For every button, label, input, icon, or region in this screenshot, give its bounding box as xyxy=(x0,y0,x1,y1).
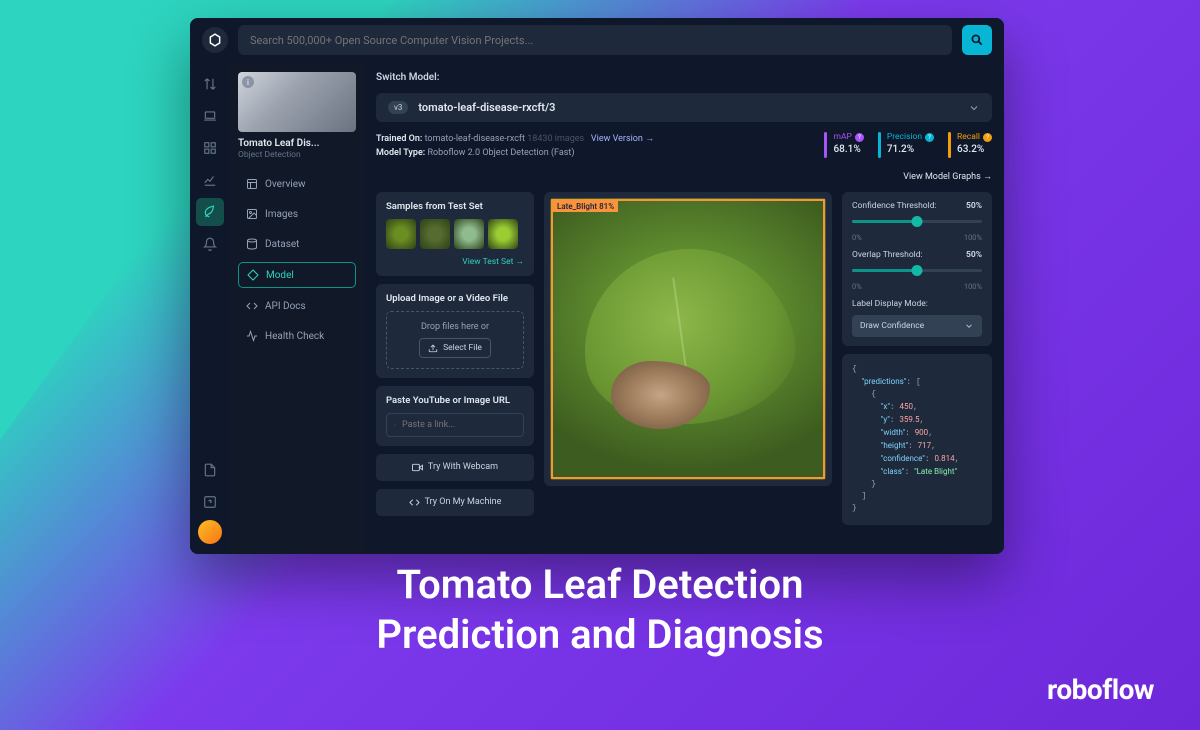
json-output[interactable]: { "predictions": [ { "x": 450, "y": 359.… xyxy=(842,354,992,525)
preview-panel: Late_Blight 81% xyxy=(544,192,832,486)
sample-thumb[interactable] xyxy=(386,219,416,249)
sample-thumb[interactable] xyxy=(420,219,450,249)
thresholds-panel: Confidence Threshold:50% 0%100% Overlap … xyxy=(842,192,992,346)
project-title: Tomato Leaf Dis... xyxy=(238,138,356,149)
upload-panel: Upload Image or a Video File Drop files … xyxy=(376,284,534,378)
logo-icon[interactable] xyxy=(202,27,228,53)
content-area: Switch Model: v3 tomato-leaf-disease-rxc… xyxy=(364,62,1004,554)
sample-thumb[interactable] xyxy=(488,219,518,249)
confidence-slider[interactable] xyxy=(852,215,982,229)
bbox-label: Late_Blight 81% xyxy=(553,201,618,212)
search-button[interactable] xyxy=(962,25,992,55)
info-icon[interactable]: i xyxy=(242,76,254,88)
headline: Tomato Leaf Detection Prediction and Dia… xyxy=(0,560,1200,660)
chevron-down-icon xyxy=(968,102,980,114)
search-input-wrapper[interactable] xyxy=(238,25,952,55)
machine-button[interactable]: Try On My Machine xyxy=(376,489,534,516)
nav-dataset[interactable]: Dataset xyxy=(238,232,356,256)
nav-overview[interactable]: Overview xyxy=(238,172,356,196)
nav-api[interactable]: API Docs xyxy=(238,294,356,318)
metrics: mAP?68.1% Precision?71.2% Recall?63.2% xyxy=(824,132,992,158)
iconbar-help-icon[interactable] xyxy=(196,488,224,516)
avatar[interactable] xyxy=(198,520,222,544)
view-version-link[interactable]: View Version → xyxy=(591,134,654,144)
nav-model[interactable]: Model xyxy=(238,262,356,288)
sidebar: i Tomato Leaf Dis... Object Detection Ov… xyxy=(230,62,364,554)
prediction-image[interactable]: Late_Blight 81% xyxy=(550,198,826,480)
view-graphs-link[interactable]: View Model Graphs → xyxy=(376,171,992,182)
webcam-button[interactable]: Try With Webcam xyxy=(376,454,534,481)
link-icon xyxy=(394,419,396,431)
paste-url-panel: Paste YouTube or Image URL xyxy=(376,386,534,446)
iconbar-leaf-icon[interactable] xyxy=(196,198,224,226)
project-thumbnail[interactable]: i Tomato Leaf Dis... Object Detection xyxy=(238,72,356,166)
iconbar-bell-icon[interactable] xyxy=(196,230,224,258)
view-test-set-link[interactable]: View Test Set → xyxy=(386,256,524,267)
label-mode-select[interactable]: Draw Confidence xyxy=(852,315,982,337)
select-file-button[interactable]: Select File xyxy=(419,338,491,358)
model-selector[interactable]: v3 tomato-leaf-disease-rxcft/3 xyxy=(376,93,992,122)
iconbar-chart-icon[interactable] xyxy=(196,166,224,194)
samples-panel: Samples from Test Set View Test Set → xyxy=(376,192,534,276)
nav-images[interactable]: Images xyxy=(238,202,356,226)
app-window: i Tomato Leaf Dis... Object Detection Ov… xyxy=(190,18,1004,554)
iconbar xyxy=(190,62,230,554)
model-name: tomato-leaf-disease-rxcft/3 xyxy=(418,101,958,114)
overlap-slider[interactable] xyxy=(852,264,982,278)
brand-logo: roboflow xyxy=(1047,673,1154,706)
iconbar-docs-icon[interactable] xyxy=(196,456,224,484)
version-badge: v3 xyxy=(388,101,408,114)
project-subtitle: Object Detection xyxy=(238,150,356,160)
url-input[interactable] xyxy=(402,420,516,430)
topbar xyxy=(190,18,1004,62)
nav-health[interactable]: Health Check xyxy=(238,324,356,348)
bounding-box: Late_Blight 81% xyxy=(551,199,825,479)
switch-model-label: Switch Model: xyxy=(376,72,992,83)
iconbar-sort-icon[interactable] xyxy=(196,70,224,98)
search-input[interactable] xyxy=(250,34,940,47)
drop-zone[interactable]: Drop files here or Select File xyxy=(386,311,524,369)
iconbar-grid-icon[interactable] xyxy=(196,134,224,162)
iconbar-laptop-icon[interactable] xyxy=(196,102,224,130)
sample-thumb[interactable] xyxy=(454,219,484,249)
